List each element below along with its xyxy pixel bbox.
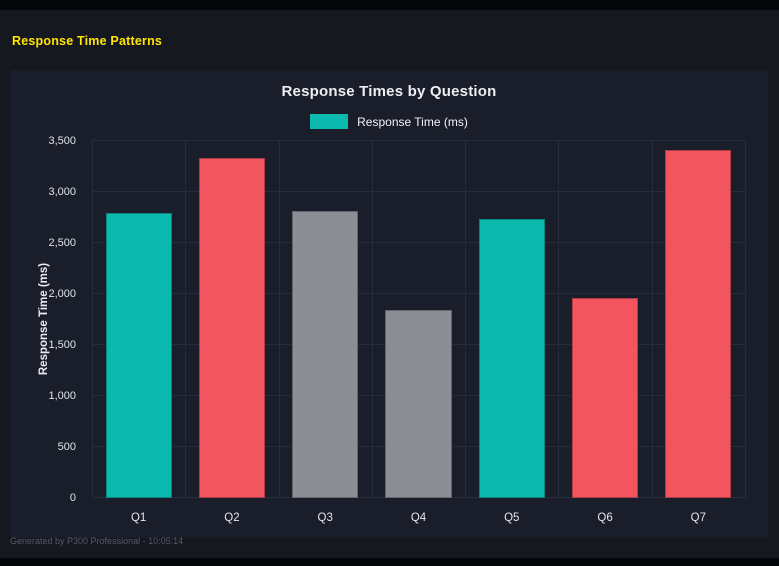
- gridline-vertical: [278, 141, 280, 498]
- y-axis-tick-labels: 0 500 1,000 1,500 2,000 2,500 3,000 3,500: [10, 135, 84, 504]
- y-tick-label: 2,500: [48, 237, 76, 249]
- y-tick-label: 3,000: [48, 186, 76, 198]
- bar-q4: [385, 310, 452, 498]
- gridline-vertical: [745, 141, 746, 498]
- top-border-strip: [0, 0, 779, 10]
- bar-cell-q2: [185, 141, 278, 498]
- footer-status-text: Generated by P300 Professional - 10:05:1…: [10, 536, 184, 546]
- page-background: Response Time Patterns Response Times by…: [0, 10, 779, 558]
- page-title: Response Time Patterns: [12, 34, 163, 48]
- bar-cell-q4: [372, 141, 465, 498]
- y-tick-label: 500: [57, 441, 76, 453]
- legend-label: Response Time (ms): [357, 114, 468, 129]
- gridline-vertical: [371, 141, 373, 498]
- x-tick-label-q6: Q6: [597, 512, 613, 524]
- gridline-horizontal: [92, 293, 745, 294]
- gridline-vertical: [558, 141, 560, 498]
- x-tick-label-q1: Q1: [130, 512, 147, 524]
- gridline-horizontal: [92, 191, 745, 192]
- y-tick-label: 0: [69, 492, 76, 504]
- gridline-vertical: [465, 141, 467, 498]
- bar-q3: [292, 211, 359, 498]
- bar-cell-q5: [465, 141, 558, 498]
- bar-q5: [478, 218, 545, 498]
- bar-q6: [571, 298, 639, 498]
- gridline-horizontal: [92, 140, 745, 141]
- bar-cell-q1: [92, 141, 185, 498]
- chart-title: Response Times by Question: [281, 83, 497, 100]
- bottom-border-strip: [0, 558, 779, 566]
- x-tick-label-q4: Q4: [410, 512, 427, 524]
- bar-cell-q3: [279, 141, 372, 498]
- y-tick-label: 1,000: [48, 390, 76, 402]
- x-tick-label-q5: Q5: [504, 512, 520, 524]
- x-axis-labels: Q1 Q2 Q3 Q4 Q5 Q6 Q7: [92, 512, 745, 524]
- chart-legend: Response Time (ms): [10, 114, 768, 129]
- x-tick-label-q3: Q3: [317, 512, 333, 524]
- y-tick-label: 2,000: [48, 288, 76, 300]
- gridline-vertical: [651, 141, 653, 498]
- y-tick-label: 1,500: [48, 339, 76, 351]
- x-tick-label-q7: Q7: [690, 512, 706, 524]
- bar-cell-q7: [652, 141, 745, 498]
- x-tick-label-q2: Q2: [224, 512, 240, 524]
- bar-q1: [105, 213, 172, 498]
- bars-container: [92, 141, 745, 498]
- y-tick-label: 3,500: [48, 135, 76, 147]
- legend-swatch-teal: [310, 114, 349, 129]
- gridline-vertical: [92, 141, 93, 498]
- bar-q7: [665, 150, 732, 498]
- bar-cell-q6: [558, 141, 651, 498]
- plot-area: [92, 140, 746, 498]
- chart-panel: Response Times by Question Response Time…: [10, 70, 768, 538]
- gridline-horizontal: [92, 242, 745, 243]
- gridline-vertical: [185, 141, 187, 498]
- bar-q2: [198, 158, 266, 498]
